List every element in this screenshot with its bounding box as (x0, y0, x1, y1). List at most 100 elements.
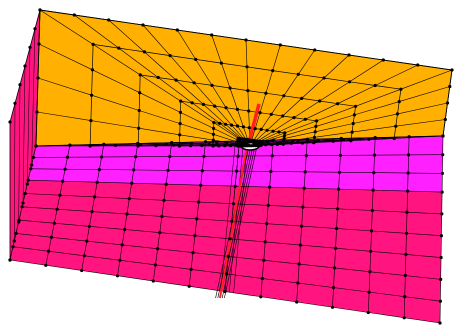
mesh-node (318, 99, 322, 103)
mesh-node (322, 76, 326, 80)
side-face-line (18, 84, 21, 223)
mesh-node (225, 272, 229, 276)
mesh-node (351, 121, 355, 126)
mesh-node (313, 130, 317, 134)
mesh-node (58, 193, 62, 197)
mesh-node (170, 141, 174, 145)
mesh-node (300, 96, 304, 100)
front-mesh-col (260, 140, 274, 297)
mesh-node (282, 137, 286, 141)
mesh-node (403, 295, 407, 299)
mesh-node (136, 141, 140, 146)
mesh-node (404, 231, 409, 235)
mesh-node (369, 229, 374, 233)
mesh-node (204, 140, 208, 144)
front-mesh-col (188, 141, 206, 287)
mesh-node (312, 135, 316, 139)
mesh-node (233, 143, 237, 147)
mesh-node (265, 222, 269, 226)
side-face-line (27, 47, 31, 185)
mesh-node (151, 279, 155, 283)
mesh-node (416, 63, 420, 67)
mesh-node (448, 84, 452, 89)
mesh-node (113, 143, 118, 147)
front-mesh-col (403, 136, 410, 318)
mesh-node (301, 205, 305, 209)
mesh-node (211, 143, 215, 147)
mesh-node (244, 38, 248, 42)
mesh-node (336, 102, 340, 106)
mesh-node (49, 235, 54, 239)
mesh-node (372, 153, 377, 157)
mesh-node (350, 130, 354, 134)
mesh-node (271, 138, 275, 142)
mesh-node (52, 221, 56, 225)
mesh-node (264, 143, 268, 147)
mesh-node (17, 220, 21, 224)
mesh-node (68, 143, 72, 147)
mesh-node (394, 124, 398, 128)
front-mesh-col (81, 144, 105, 271)
mesh-node (438, 299, 442, 303)
mesh-node (231, 202, 236, 206)
mesh-node (450, 68, 454, 72)
mesh-node (247, 109, 251, 113)
mesh-node (330, 305, 335, 309)
mesh-node (175, 28, 179, 32)
mesh-node (82, 254, 86, 258)
front-mesh-col (45, 145, 71, 266)
mesh-node (366, 310, 370, 315)
mesh-node (87, 224, 91, 228)
mesh-node (331, 286, 336, 290)
mesh-node (247, 126, 251, 130)
mesh-node (269, 169, 273, 174)
mesh-node (262, 258, 266, 262)
mesh-node (217, 144, 221, 148)
mesh-node (132, 168, 136, 172)
mesh-node (28, 45, 32, 49)
mesh-node (37, 42, 41, 46)
side-face-line (22, 65, 26, 204)
mesh-node (85, 239, 89, 243)
mesh-node (439, 277, 443, 281)
mesh-node (259, 295, 263, 299)
mesh-node (89, 119, 93, 123)
mesh-node (100, 155, 104, 159)
mesh-node (282, 134, 286, 138)
mesh-node (178, 110, 182, 114)
mesh-node (97, 168, 101, 172)
mesh-node (233, 184, 237, 188)
mesh-node (315, 119, 319, 123)
mesh-node (260, 141, 264, 145)
pile-shaft (219, 145, 248, 299)
mesh-node (265, 128, 269, 132)
mesh-node (337, 187, 341, 191)
mesh-node (160, 214, 164, 218)
mesh-node (332, 266, 337, 270)
mesh-node (35, 110, 39, 114)
mesh-node (313, 48, 317, 52)
mesh-node (354, 104, 358, 108)
mesh-node (268, 185, 272, 189)
mesh-node (225, 142, 229, 146)
mesh-node (348, 80, 352, 84)
mesh-node (72, 13, 76, 17)
mesh-node (399, 87, 403, 91)
mesh-node (339, 136, 343, 141)
mesh-node (282, 94, 286, 98)
mesh-node (210, 83, 214, 87)
mesh-node (123, 227, 127, 232)
mesh-node (88, 144, 92, 148)
mesh-node (438, 321, 442, 325)
mesh-node (90, 68, 94, 72)
mesh-node (295, 300, 299, 304)
mesh-node (177, 144, 181, 148)
mesh-node (445, 101, 450, 105)
front-mesh-col-fine (224, 140, 240, 292)
mesh-node (369, 249, 373, 253)
front-mesh-col (117, 143, 139, 276)
mesh-node (36, 76, 40, 80)
mesh-node (296, 140, 300, 144)
mesh-node (303, 117, 307, 121)
